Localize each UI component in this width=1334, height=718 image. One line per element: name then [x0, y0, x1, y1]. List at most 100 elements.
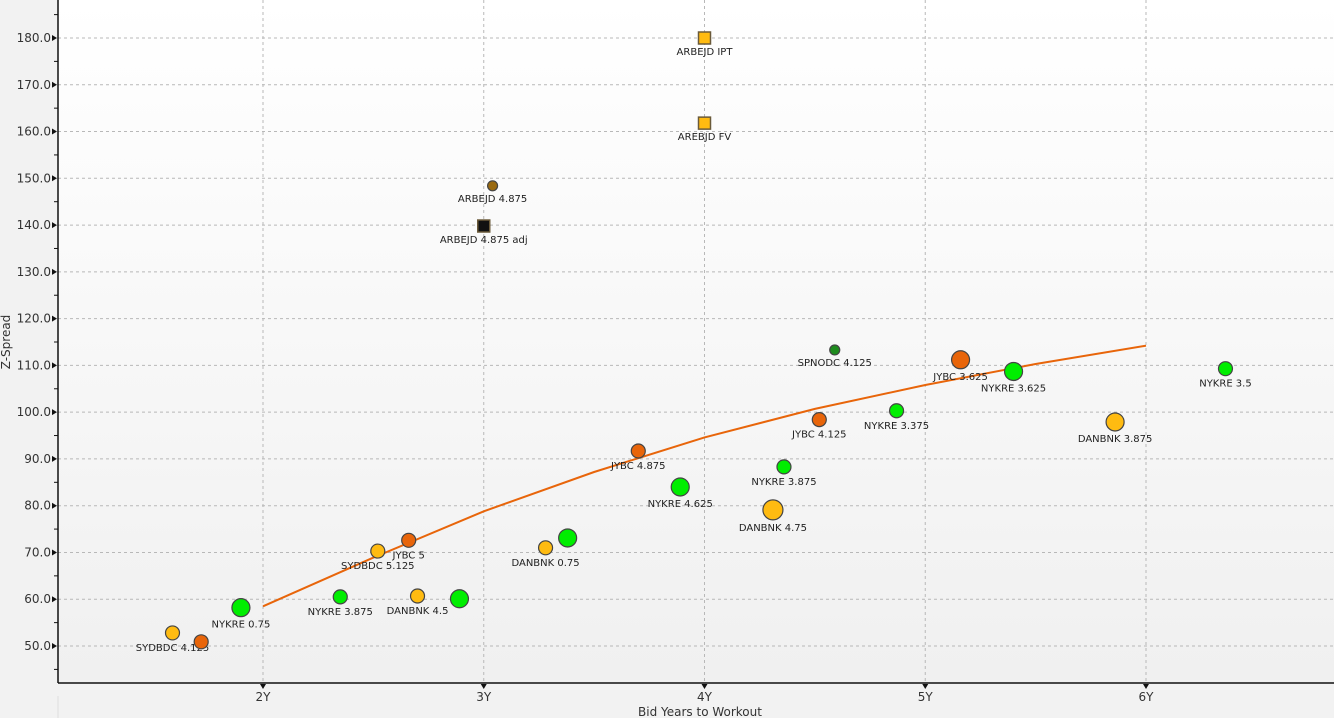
data-point[interactable]: NYKRE 3.875 — [751, 459, 817, 488]
y-tick-label: 140.0 — [17, 218, 51, 232]
y-tick-mark — [52, 549, 57, 556]
point-marker-circle[interactable] — [811, 412, 827, 428]
data-point[interactable]: JYBC 4.875 — [610, 443, 666, 472]
point-marker-circle[interactable] — [370, 543, 386, 559]
x-tick-mark — [701, 684, 708, 689]
y-tick-mark — [52, 222, 57, 229]
y-tick-mark — [52, 128, 57, 135]
point-marker-circle[interactable] — [332, 589, 348, 605]
y-tick-mark — [52, 175, 57, 182]
point-marker-circle[interactable] — [1105, 412, 1125, 432]
x-tick-label: 5Y — [918, 690, 934, 704]
point-marker-circle[interactable] — [888, 403, 905, 419]
data-point[interactable]: NYKRE 3.625 — [981, 361, 1046, 394]
data-point[interactable] — [449, 589, 470, 609]
point-label: NYKRE 3.625 — [981, 383, 1046, 394]
data-point[interactable]: NYKRE 0.75 — [211, 598, 270, 631]
point-label: SPNODC 4.125 — [798, 358, 872, 369]
grid-lines — [58, 0, 1334, 683]
point-marker-circle[interactable] — [950, 350, 971, 370]
point-label: NYKRE 4.625 — [648, 499, 713, 510]
y-tick-mark — [52, 315, 57, 322]
point-marker-circle[interactable] — [776, 459, 792, 475]
y-tick-label: 120.0 — [17, 312, 51, 326]
y-tick-label: 160.0 — [17, 125, 51, 139]
data-point[interactable]: SYDBDC 4.125 — [136, 625, 210, 654]
y-tick-label: 70.0 — [24, 545, 51, 559]
point-marker-circle[interactable] — [1217, 361, 1234, 377]
data-point[interactable]: SYDBDC 5.125 — [341, 543, 415, 572]
data-point[interactable]: JYBC 4.125 — [791, 412, 847, 441]
y-tick-label: 110.0 — [17, 358, 51, 372]
point-label: SYDBDC 4.125 — [136, 643, 210, 654]
point-marker-circle[interactable] — [829, 344, 841, 356]
plot-area — [58, 0, 1334, 683]
y-tick-label: 100.0 — [17, 405, 51, 419]
y-tick-label: 90.0 — [24, 452, 51, 466]
point-label: DANBNK 0.75 — [511, 558, 579, 569]
point-marker-circle[interactable] — [1003, 361, 1024, 382]
y-tick-label: 180.0 — [17, 31, 51, 45]
point-label: NYKRE 3.375 — [864, 421, 929, 432]
data-point[interactable]: JYBC 3.625 — [932, 350, 988, 383]
x-tick-mark — [480, 684, 487, 689]
data-point[interactable]: ARBEJD IPT — [677, 31, 734, 58]
data-point[interactable]: NYKRE 3.5 — [1199, 361, 1252, 390]
point-marker-circle[interactable] — [486, 180, 499, 192]
y-axis-title: Z-Spread — [0, 315, 13, 370]
data-point[interactable]: DANBNK 3.875 — [1078, 412, 1153, 445]
point-marker-circle[interactable] — [762, 499, 784, 521]
y-tick-mark — [52, 643, 57, 650]
data-point[interactable]: AREBJD FV — [678, 116, 732, 143]
point-marker-square[interactable] — [697, 116, 712, 130]
data-point[interactable]: ARBEJD 4.875 — [458, 180, 527, 205]
y-tick-label: 170.0 — [17, 78, 51, 92]
y-tick-label: 60.0 — [24, 592, 51, 606]
data-point[interactable]: NYKRE 3.375 — [864, 403, 929, 432]
point-label: DANBNK 3.875 — [1078, 434, 1153, 445]
y-tick-mark — [52, 455, 57, 462]
y-tick-mark — [52, 409, 57, 416]
data-point[interactable] — [558, 528, 578, 548]
y-tick-mark — [52, 81, 57, 88]
point-marker-square[interactable] — [697, 31, 712, 45]
y-tick-mark — [52, 362, 57, 369]
x-tick-label: 2Y — [256, 690, 272, 704]
point-marker-square[interactable] — [477, 219, 491, 233]
points-layer: SYDBDC 4.125 NYKRE 0.75 NYKRE 3.875 SYDBDC … — [136, 31, 1252, 654]
point-label: JYBC 5 — [392, 550, 425, 561]
point-marker-circle[interactable] — [670, 477, 690, 497]
point-label: SYDBDC 5.125 — [341, 561, 415, 572]
point-label: JYBC 4.125 — [791, 430, 847, 441]
point-label: NYKRE 3.875 — [751, 477, 816, 488]
data-point[interactable] — [193, 634, 209, 650]
point-marker-circle[interactable] — [537, 540, 554, 556]
axes — [57, 0, 1334, 718]
data-point[interactable]: NYKRE 3.875 — [308, 589, 373, 618]
data-point[interactable]: ARBEJD 4.875 adj — [440, 219, 528, 246]
y-tick-mark — [52, 268, 57, 275]
y-tick-label: 130.0 — [17, 265, 51, 279]
data-point[interactable]: DANBNK 0.75 — [511, 540, 580, 569]
data-point[interactable]: JYBC 5 — [392, 532, 425, 561]
point-marker-circle[interactable] — [558, 528, 578, 548]
x-tick-mark — [260, 684, 266, 689]
y-tick-mark — [52, 596, 57, 603]
y-ticks: 50.0 60.0 70.0 80.0 90.0 100.0 110.0 120.0 130.0… — [17, 14, 58, 670]
y-tick-mark — [52, 502, 57, 509]
point-marker-circle[interactable] — [401, 532, 417, 548]
data-point[interactable]: DANBNK 4.75 — [739, 499, 807, 534]
data-point[interactable]: NYKRE 4.625 — [648, 477, 713, 510]
point-marker-circle[interactable] — [409, 588, 426, 604]
data-point[interactable]: SPNODC 4.125 — [798, 344, 872, 369]
point-marker-circle[interactable] — [630, 443, 646, 459]
point-marker-circle[interactable] — [164, 625, 181, 641]
point-marker-circle[interactable] — [193, 634, 209, 650]
point-marker-circle[interactable] — [449, 589, 470, 609]
y-tick-mark — [52, 35, 57, 41]
point-marker-circle[interactable] — [231, 598, 251, 618]
y-tick-label: 50.0 — [24, 639, 51, 653]
data-point[interactable]: DANBNK 4.5 — [387, 588, 449, 617]
point-label: NYKRE 3.5 — [1199, 379, 1252, 390]
